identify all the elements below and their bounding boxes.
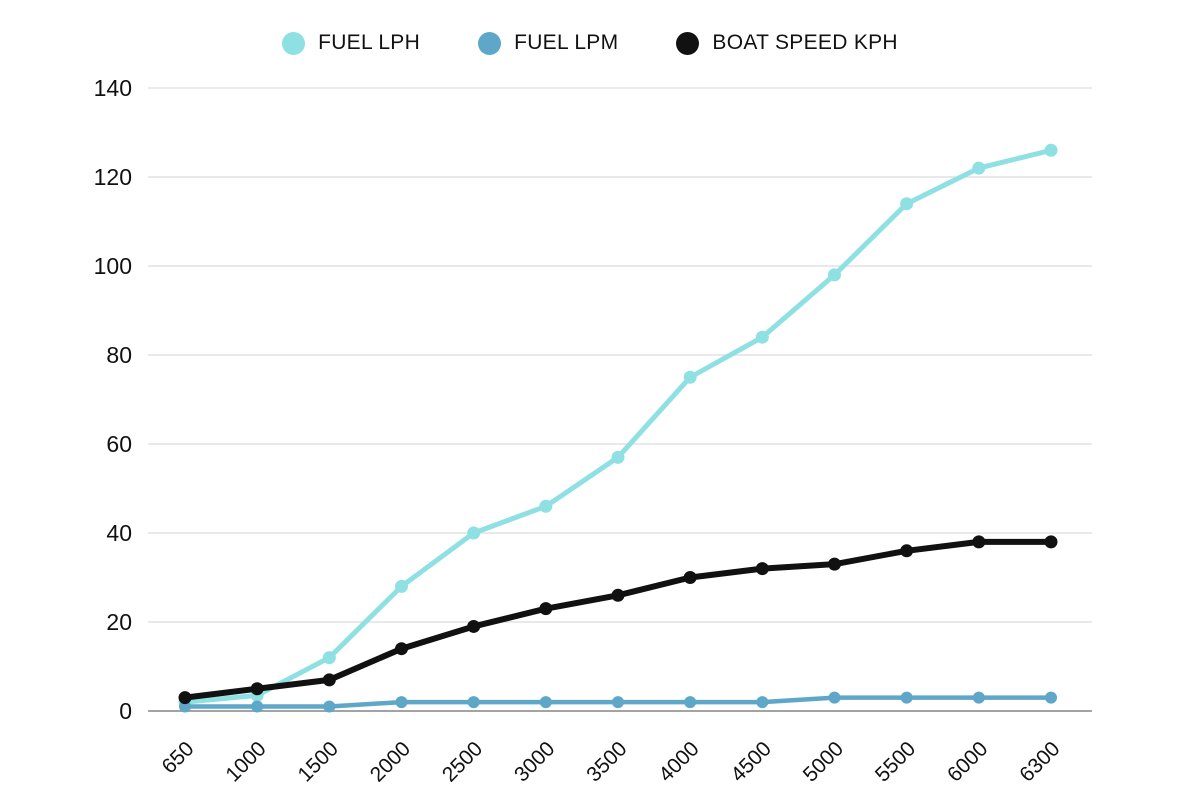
legend-swatch-fuel-lph-icon	[282, 31, 306, 55]
legend-item-fuel-lpm[interactable]: FUEL LPM	[478, 31, 618, 55]
x-axis-tick-label: 4000	[654, 737, 703, 786]
data-point-fuel-lph	[1044, 143, 1058, 157]
data-point-boat-speed-kph	[828, 557, 841, 571]
data-point-boat-speed-kph	[755, 562, 769, 576]
data-point-fuel-lpm	[612, 696, 624, 709]
x-axis-tick-label: 3000	[510, 737, 559, 786]
x-axis-tick-label: 6000	[943, 737, 992, 786]
data-point-fuel-lph	[322, 651, 336, 665]
x-axis-tick-label: 3500	[582, 737, 631, 786]
data-point-fuel-lpm	[900, 691, 913, 704]
data-point-boat-speed-kph	[972, 535, 986, 549]
data-point-fuel-lpm	[972, 691, 985, 704]
y-axis-tick-label: 40	[106, 520, 132, 546]
chart-legend: FUEL LPH FUEL LPM BOAT SPEED KPH	[0, 31, 1180, 55]
y-axis-tick-label: 80	[106, 342, 132, 368]
series-line-boat-speed-kph	[182, 538, 1054, 701]
data-point-fuel-lpm	[467, 696, 480, 709]
data-point-boat-speed-kph	[250, 682, 264, 696]
data-point-boat-speed-kph	[178, 691, 192, 705]
y-axis-tick-label: 100	[94, 253, 132, 279]
y-axis-tick-label: 0	[119, 698, 132, 724]
data-point-boat-speed-kph	[611, 588, 625, 602]
y-axis-tick-label: 120	[94, 164, 132, 190]
y-axis-tick-label: 20	[106, 609, 132, 635]
data-point-fuel-lpm	[828, 691, 841, 704]
data-point-fuel-lph	[972, 161, 986, 175]
data-point-fuel-lpm	[179, 700, 191, 713]
data-point-fuel-lpm	[323, 700, 336, 713]
data-point-fuel-lpm	[1045, 691, 1057, 704]
x-axis-tick-label: 650	[157, 737, 198, 778]
data-point-boat-speed-kph	[1044, 535, 1058, 549]
legend-label-fuel-lph: FUEL LPH	[318, 31, 421, 54]
data-point-boat-speed-kph	[467, 619, 481, 633]
x-axis-tick-label: 2000	[366, 737, 415, 786]
y-axis-tick-label: 60	[106, 431, 132, 457]
data-point-fuel-lph	[539, 499, 553, 513]
data-point-fuel-lph	[755, 330, 769, 344]
x-axis-tick-label: 1000	[221, 737, 270, 786]
data-point-fuel-lph	[900, 197, 914, 211]
x-axis-tick-label: 6300	[1015, 737, 1064, 786]
series-line-fuel-lph	[182, 147, 1054, 705]
legend-swatch-fuel-lpm-icon	[478, 31, 502, 55]
data-point-boat-speed-kph	[539, 602, 553, 616]
x-axis-tick-label: 5000	[799, 737, 848, 786]
data-point-boat-speed-kph	[322, 673, 336, 687]
data-point-fuel-lph	[683, 370, 697, 384]
data-point-fuel-lph	[611, 450, 625, 464]
data-point-boat-speed-kph	[900, 544, 914, 558]
data-point-boat-speed-kph	[683, 571, 697, 584]
x-axis-tick-label: 4500	[727, 737, 776, 786]
data-point-fuel-lpm	[684, 696, 697, 709]
data-point-fuel-lpm	[251, 700, 264, 713]
data-point-fuel-lph	[395, 579, 408, 593]
x-axis-tick-label: 5500	[871, 737, 920, 786]
data-point-fuel-lph	[828, 268, 841, 282]
x-axis-tick-label: 1500	[294, 737, 343, 786]
data-point-fuel-lph	[467, 526, 481, 540]
data-point-fuel-lpm	[756, 696, 769, 709]
x-axis-tick-label: 2500	[438, 737, 487, 786]
legend-label-fuel-lpm: FUEL LPM	[514, 31, 619, 54]
legend-item-fuel-lph[interactable]: FUEL LPH	[282, 31, 420, 55]
data-point-fuel-lpm	[539, 696, 552, 709]
legend-swatch-boat-speed-kph-icon	[676, 31, 700, 55]
legend-item-boat-speed-kph[interactable]: BOAT SPEED KPH	[676, 31, 898, 55]
data-point-fuel-lpm	[395, 696, 408, 709]
data-point-boat-speed-kph	[395, 642, 408, 656]
legend-label-boat-speed-kph: BOAT SPEED KPH	[712, 31, 898, 54]
y-axis-tick-label: 140	[94, 75, 132, 101]
